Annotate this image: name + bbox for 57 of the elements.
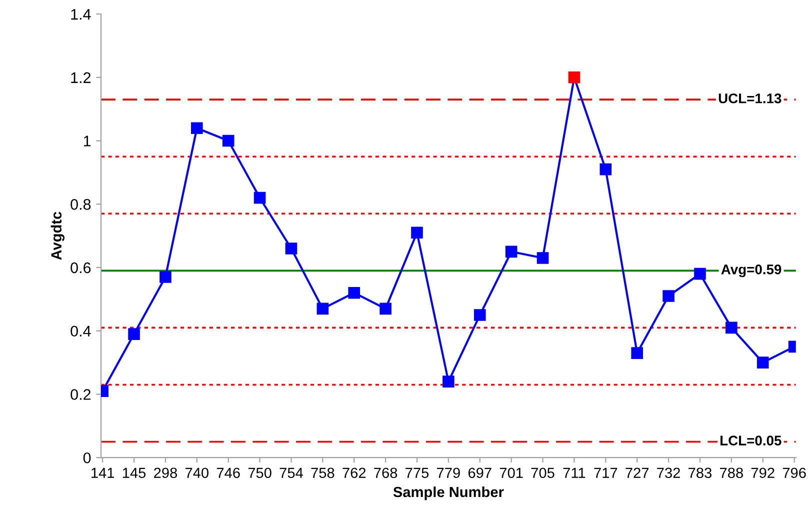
x-axis-title: Sample Number xyxy=(393,486,504,500)
x-tick-label: 701 xyxy=(500,468,523,478)
y-tick-label: 0.8 xyxy=(70,199,91,210)
x-tick-label: 750 xyxy=(248,468,272,478)
point xyxy=(442,376,454,388)
x-tick-label: 705 xyxy=(531,468,554,478)
y-tick-label: 0 xyxy=(83,452,91,464)
point xyxy=(536,252,549,264)
point xyxy=(128,328,140,340)
x-tick-label: 768 xyxy=(374,468,398,478)
y-tick-label: 0.2 xyxy=(70,389,91,400)
point xyxy=(662,290,674,302)
x-tick-label: 141 xyxy=(92,468,114,478)
ref-line-label: UCL=1.13 xyxy=(718,93,782,104)
x-tick-label: 732 xyxy=(657,468,680,478)
point xyxy=(380,302,392,315)
x-tick-label: 775 xyxy=(406,468,429,478)
point xyxy=(568,72,580,84)
y-tick-label: 0.4 xyxy=(70,326,91,337)
point xyxy=(474,309,486,321)
x-tick-label: 796 xyxy=(782,468,806,478)
point xyxy=(631,347,643,359)
x-tick-label: 779 xyxy=(437,468,460,478)
point xyxy=(726,322,738,334)
x-tick-label: 727 xyxy=(626,468,649,478)
x-tick-label: 697 xyxy=(468,468,492,478)
point xyxy=(285,242,298,254)
x-tick-label: 298 xyxy=(154,468,177,478)
x-tick-label: 740 xyxy=(185,468,208,478)
x-tick-label: 746 xyxy=(216,468,240,478)
point xyxy=(222,134,234,147)
y-tick-label: 1.2 xyxy=(71,72,91,83)
point xyxy=(190,122,203,134)
point xyxy=(254,192,266,204)
point xyxy=(160,271,172,283)
ref-line-label: LCL=0.05 xyxy=(720,436,782,446)
y-tick-label: 1 xyxy=(84,136,91,146)
x-tick-label: 717 xyxy=(594,468,618,478)
point xyxy=(600,163,612,176)
y-axis-title: Avgdtc xyxy=(50,212,64,260)
x-tick-label: 754 xyxy=(280,468,303,478)
y-tick-label: 1.4 xyxy=(71,9,91,20)
point xyxy=(694,268,706,280)
x-tick-label: 783 xyxy=(688,468,712,478)
x-tick-label: 758 xyxy=(311,468,334,478)
point xyxy=(316,302,329,315)
x-tick-label: 762 xyxy=(342,468,366,478)
ref-line-label: Avg=0.59 xyxy=(721,264,782,278)
point xyxy=(505,246,518,258)
point xyxy=(348,286,360,299)
x-tick-label: 788 xyxy=(720,468,743,478)
point xyxy=(756,356,769,368)
x-tick-label: 145 xyxy=(122,468,146,478)
x-tick-label: 792 xyxy=(751,468,774,478)
point xyxy=(411,226,423,239)
y-tick-label: 0.6 xyxy=(70,262,91,274)
x-tick-label: 711 xyxy=(563,468,586,478)
